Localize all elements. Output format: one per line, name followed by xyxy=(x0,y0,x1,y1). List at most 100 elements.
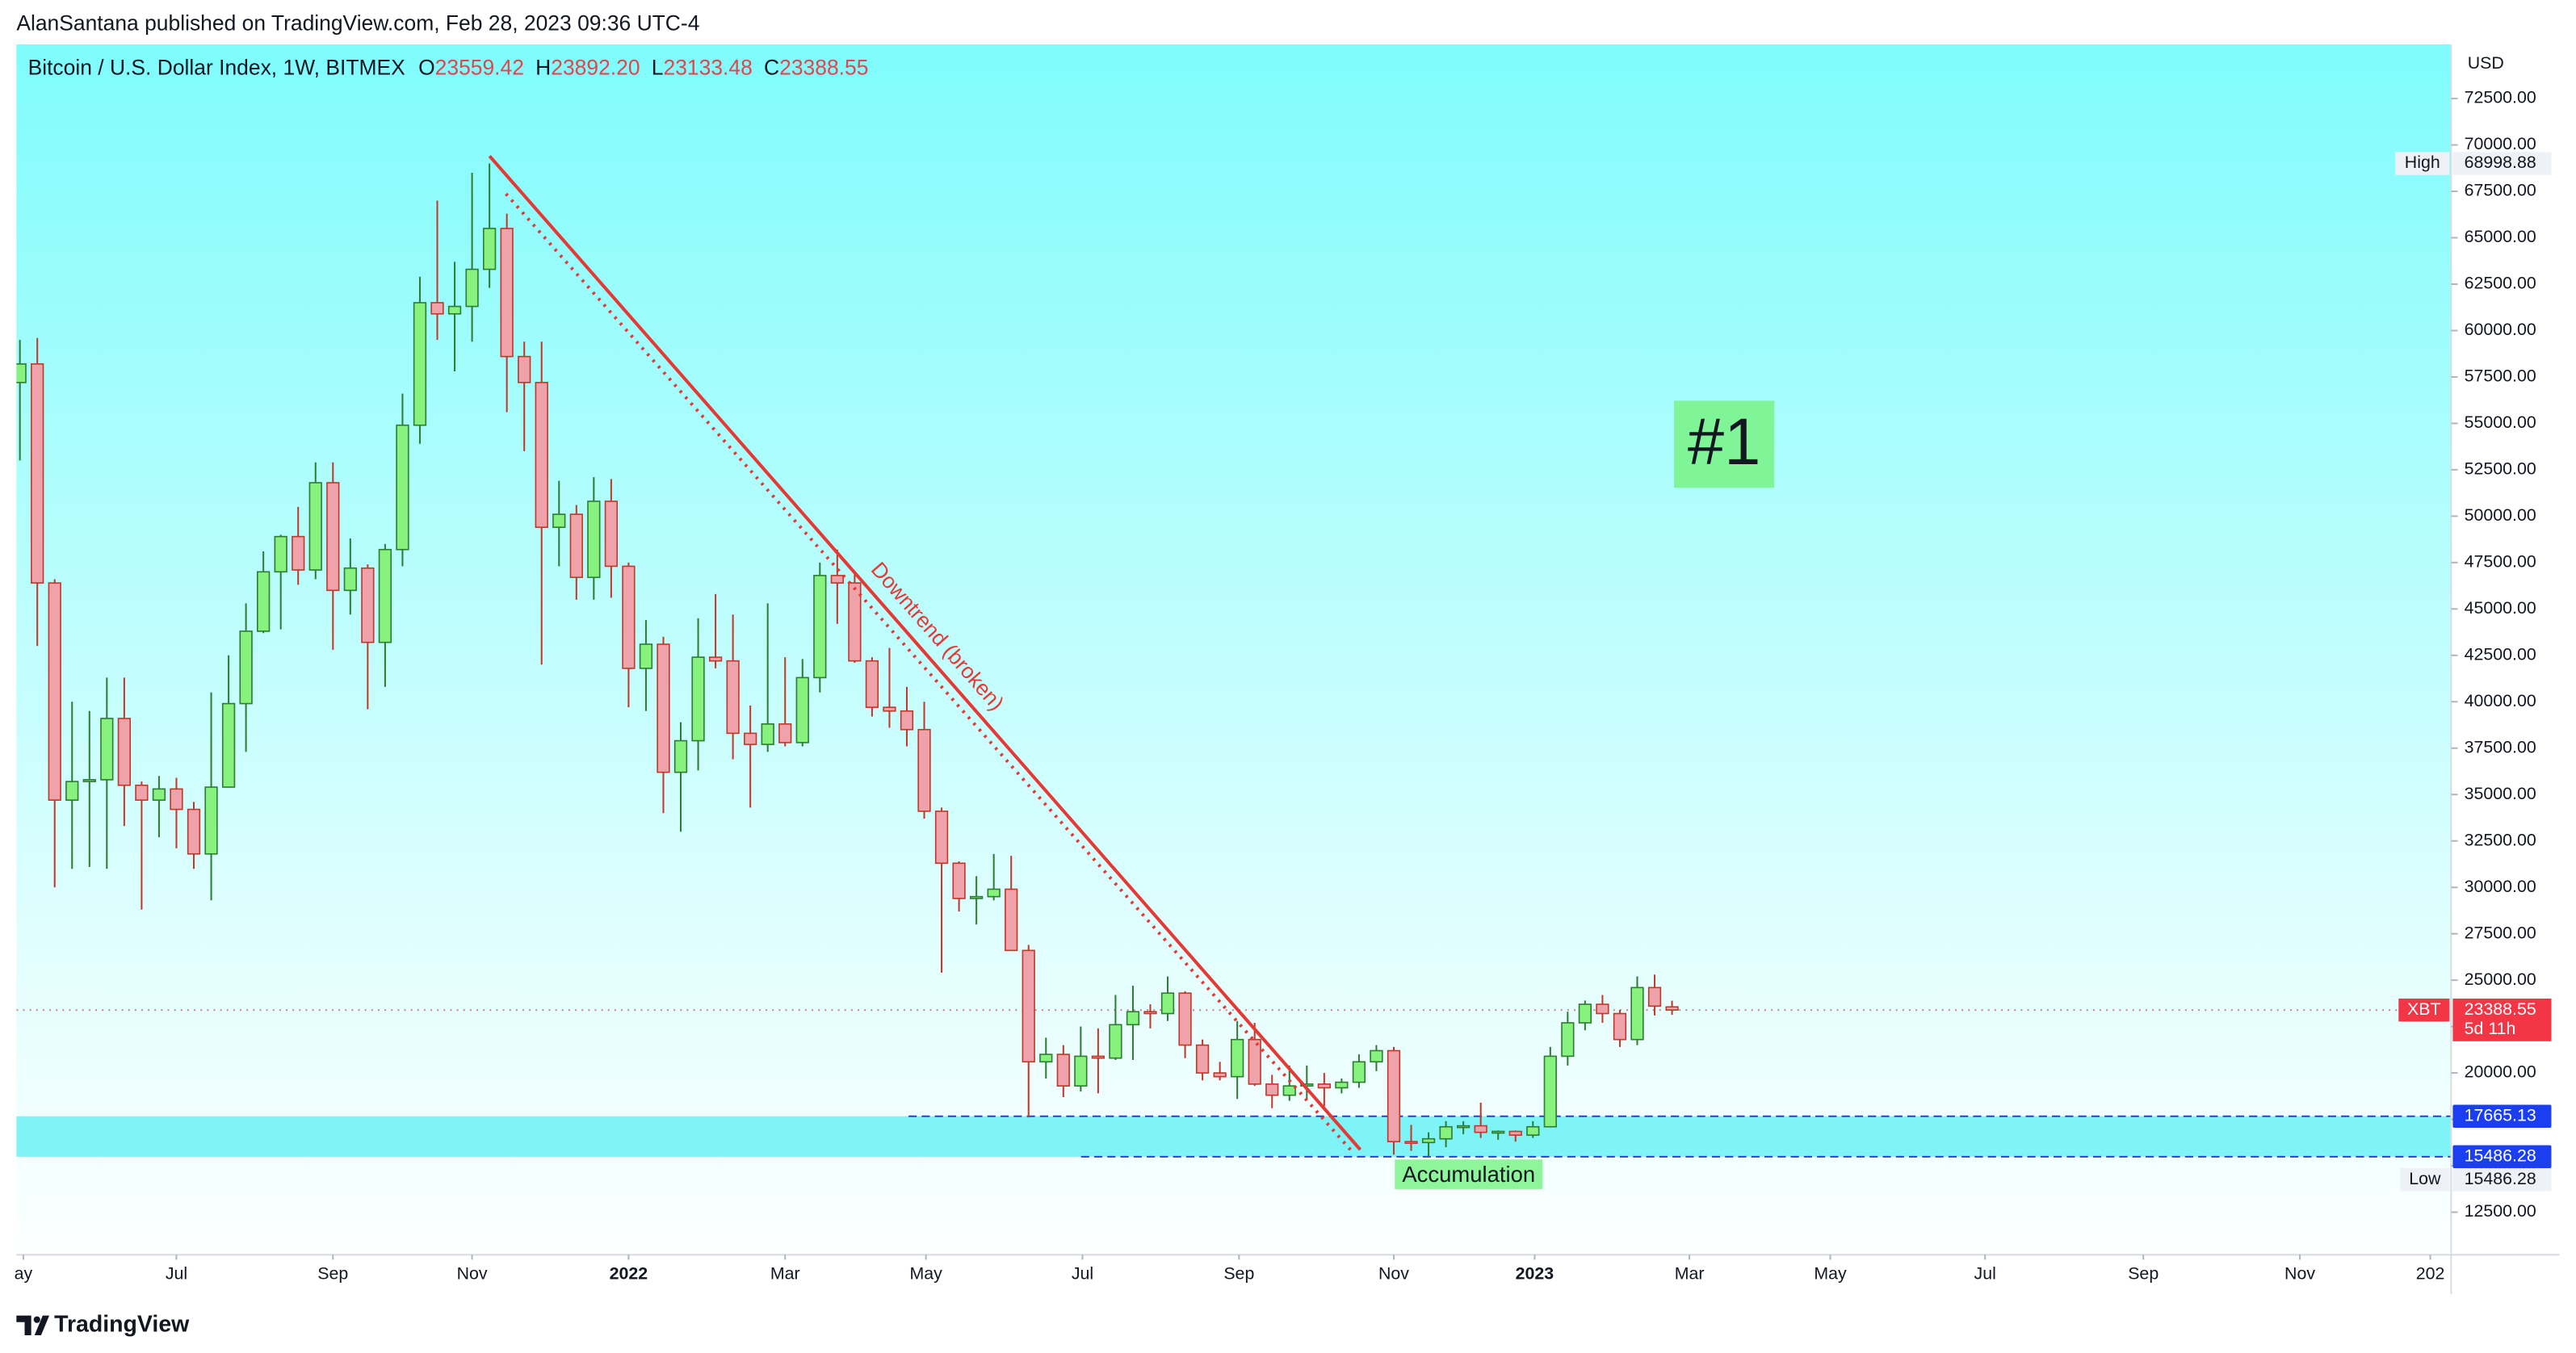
y-tick-label: 35000.00 xyxy=(2465,784,2536,803)
candle-body xyxy=(170,788,183,811)
candle-body xyxy=(917,728,931,812)
y-tick-label: 27500.00 xyxy=(2465,923,2536,942)
x-tick-label: Nov xyxy=(1378,1263,1409,1283)
candle-body xyxy=(378,548,392,643)
tag-box xyxy=(1674,400,1775,488)
candle-body xyxy=(465,268,479,308)
y-tick-label: 57500.00 xyxy=(2465,367,2536,386)
candle-body xyxy=(1126,1011,1140,1026)
candle-body xyxy=(726,660,740,735)
candle-body xyxy=(1370,1049,1383,1063)
candle-body xyxy=(1178,992,1192,1046)
legend-value: 23133.48 xyxy=(664,55,753,79)
candle-body xyxy=(778,723,792,744)
y-tick-label: 62500.00 xyxy=(2465,274,2536,293)
candle-body xyxy=(500,228,514,358)
candle-body xyxy=(1352,1061,1366,1083)
candle-body xyxy=(447,305,462,315)
last-key: XBT xyxy=(2407,999,2441,1019)
candle-body xyxy=(239,630,253,705)
high-key: High xyxy=(2405,153,2440,172)
candle-body xyxy=(1404,1141,1418,1145)
candle-body xyxy=(1091,1055,1105,1059)
legend-value: 23892.20 xyxy=(551,55,640,79)
candle-body xyxy=(691,656,705,742)
x-tick-label: Jul xyxy=(166,1263,187,1283)
candle-body xyxy=(1282,1085,1296,1096)
high-value-box xyxy=(2452,152,2552,175)
last-value: 23388.55 xyxy=(2465,999,2536,1019)
x-tick-label: 202 xyxy=(2416,1263,2445,1283)
plot-area xyxy=(16,163,2452,1158)
candle-body xyxy=(1143,1011,1157,1015)
zone-label-box xyxy=(1395,1159,1543,1189)
candle-body xyxy=(221,702,236,788)
candle-body xyxy=(1231,1038,1244,1078)
low-key: Low xyxy=(2409,1169,2441,1188)
candle-body xyxy=(1665,1006,1679,1011)
y-tick-label: 20000.00 xyxy=(2465,1062,2536,1082)
candle-body xyxy=(1630,986,1644,1041)
candle-body xyxy=(1074,1055,1088,1087)
candle-body xyxy=(274,535,287,573)
candle-body xyxy=(135,784,149,801)
y-tick-label: 72500.00 xyxy=(2465,88,2536,107)
y-tick-label: 42500.00 xyxy=(2465,644,2536,664)
candle-body xyxy=(969,895,984,899)
candle-body xyxy=(657,643,670,773)
candle-body xyxy=(292,535,305,571)
x-tick-label: May xyxy=(909,1263,942,1283)
candle-body xyxy=(152,788,166,801)
last-key-box xyxy=(2398,998,2450,1022)
candle-body xyxy=(639,643,653,669)
candle-body xyxy=(1317,1083,1331,1089)
y-tick-label: 47500.00 xyxy=(2465,551,2536,571)
candle-body xyxy=(830,575,844,584)
x-tick-label: 2022 xyxy=(610,1263,648,1283)
x-tick-label: Sep xyxy=(317,1263,348,1283)
y-tick-label: 30000.00 xyxy=(2465,877,2536,896)
candle-body xyxy=(1421,1137,1436,1144)
y-tick-label: 37500.00 xyxy=(2465,737,2536,756)
legend-value: 23559.42 xyxy=(435,55,524,79)
candle-body xyxy=(1022,949,1035,1063)
candle-body xyxy=(16,363,27,383)
candle-body xyxy=(1647,986,1662,1007)
level-tag xyxy=(2452,1104,2552,1129)
y-tick-label: 65000.00 xyxy=(2465,227,2536,246)
legend: Bitcoin / U.S. Dollar Index, 1W, BITMEX O… xyxy=(28,55,869,79)
footer: TradingView xyxy=(54,1311,190,1337)
candle-body xyxy=(1526,1125,1540,1136)
candle-body xyxy=(117,718,132,786)
candle-body xyxy=(952,862,966,899)
level-tag-label: 15486.28 xyxy=(2465,1146,2536,1166)
candle-body xyxy=(552,513,566,528)
candle-body xyxy=(1109,1024,1122,1059)
candle-body xyxy=(100,718,114,781)
candle-body xyxy=(883,706,896,712)
y-tick-label: 67500.00 xyxy=(2465,181,2536,200)
candle-body xyxy=(587,501,601,579)
low-value-box xyxy=(2452,1168,2552,1192)
y-tick-label: 45000.00 xyxy=(2465,598,2536,618)
candle-body xyxy=(795,676,809,744)
zone-band xyxy=(16,1116,2452,1157)
x-tick-label: Sep xyxy=(2128,1263,2159,1283)
candle-body xyxy=(343,567,357,592)
candle-body xyxy=(308,482,322,571)
candle-body xyxy=(1039,1053,1053,1063)
candle-body xyxy=(1561,1022,1575,1058)
x-tick-label: Nov xyxy=(2284,1263,2315,1283)
legend-title: Bitcoin / U.S. Dollar Index, 1W, BITMEX xyxy=(28,55,406,79)
y-tick-label: 60000.00 xyxy=(2465,320,2536,339)
footer-logo xyxy=(16,1315,50,1336)
candle-body xyxy=(1439,1125,1453,1140)
candle-body xyxy=(1265,1083,1279,1096)
candle-body xyxy=(761,723,774,745)
x-tick-label: 2023 xyxy=(1516,1263,1554,1283)
candle-body xyxy=(1491,1130,1505,1134)
candle-body xyxy=(604,501,619,568)
candle-body xyxy=(518,355,531,383)
candle-body xyxy=(1508,1130,1522,1136)
